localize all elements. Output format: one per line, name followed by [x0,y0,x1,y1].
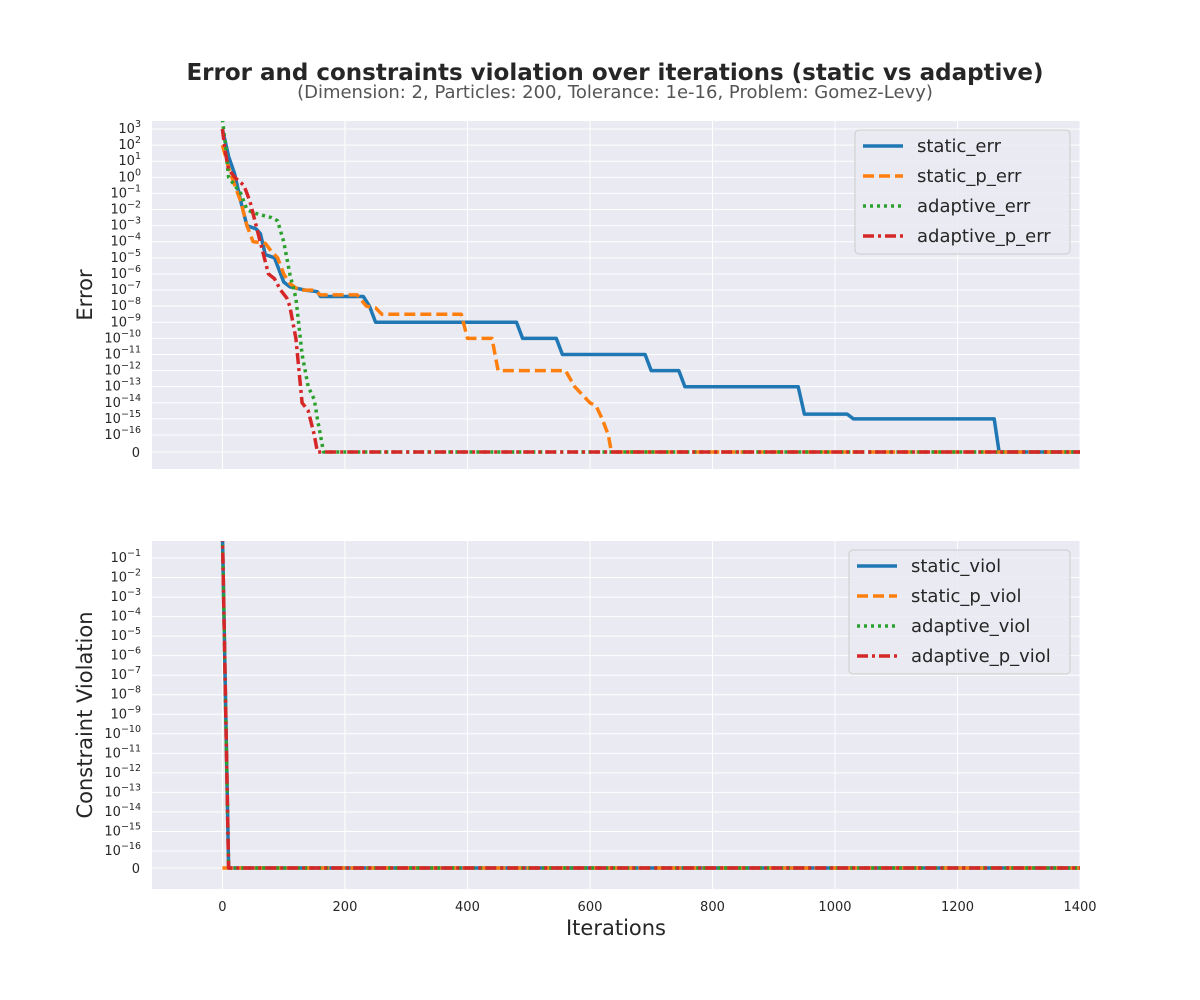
y-tick-label: 10−8 [110,296,141,314]
y-tick-label: 10−4 [110,232,141,250]
y-tick-label: 10−6 [110,646,141,664]
y-tick-label: 10−9 [110,312,141,330]
series-line-adaptive_p_viol [220,541,1080,870]
series-line-static_p_err [220,144,1080,454]
y-tick-label: 103 [118,119,141,137]
series-line-adaptive_p_err [220,128,1080,454]
violation-panel: 10−1 10−210−3 10−410−5 10−610−7 10−810−9 10−1… [73,541,1097,940]
y-tick-label: 10−5 [110,248,141,266]
x-tick-label: 1400 [1063,900,1096,915]
y-axis-label: Constraint Violation [73,611,97,818]
legend-label-adaptive_viol: adaptive_viol [911,616,1030,637]
y-tick-label: 10−7 [110,665,141,683]
legend-label-adaptive_err: adaptive_err [917,196,1031,217]
legend-box [848,549,1071,675]
x-tick-label: 1000 [818,900,851,915]
y-tick-label: 10−10 [104,328,141,346]
y-tick-label: 10−1 [110,183,141,201]
y-tick-label: 10−14 [104,802,141,820]
y-tick-label-zero: 0 [132,862,140,877]
y-tick-label: 10−15 [104,409,141,427]
series-line-adaptive_err [220,121,1080,454]
legend-box [854,129,1071,255]
y-tick-label: 10−1 [110,548,141,566]
series-line-static_err [220,128,1080,454]
legend-label-static_err: static_err [917,136,1002,157]
y-tick-label: 10−11 [104,743,141,761]
y-tick-label: 10−5 [110,626,141,644]
y-tick-label: 10−9 [110,704,141,722]
x-tick-label: 800 [700,900,725,915]
y-tick-label: 10−14 [104,393,141,411]
y-tick-label: 10−8 [110,685,141,703]
y-tick-label: 10−16 [104,841,141,859]
y-tick-label: 100 [118,167,141,185]
x-tick-label: 200 [333,900,358,915]
y-tick-label: 10−6 [110,264,141,282]
x-tick-label: 0 [218,900,226,915]
chart-title: Error and constraints violation over ite… [186,60,1043,86]
y-tick-label: 10−13 [104,782,141,800]
y-tick-label: 101 [118,151,141,169]
y-tick-label: 10−15 [104,821,141,839]
y-tick-label: 10−13 [104,377,141,395]
legend-label-static_viol: static_viol [911,556,1001,577]
error-panel: 10310210110010−110−210−310−410−510−610−7… [73,119,1081,469]
y-tick-label: 10−2 [110,568,141,586]
y-tick-label: 10−12 [104,361,141,379]
y-tick-label: 102 [118,135,141,153]
legend-label-adaptive_p_viol: adaptive_p_viol [911,646,1051,667]
chart-subtitle: (Dimension: 2, Particles: 200, Tolerance… [297,82,933,103]
y-tick-label: 10−11 [104,344,141,362]
x-tick-label: 400 [455,900,480,915]
y-tick-label: 10−4 [110,607,141,625]
y-axis-label: Error [73,269,97,321]
legend-label-static_p_viol: static_p_viol [911,586,1022,607]
y-tick-label: 10−2 [110,200,141,218]
y-tick-label: 10−10 [104,724,141,742]
legend-label-static_p_err: static_p_err [917,166,1022,187]
y-tick-label: 10−12 [104,763,141,781]
y-tick-label: 10−3 [110,587,141,605]
x-axis-label: Iterations [566,916,666,940]
x-tick-label: 1200 [941,900,974,915]
y-tick-label: 10−16 [104,425,141,443]
y-tick-label-zero: 0 [132,446,140,461]
x-tick-label: 600 [578,900,603,915]
y-tick-label: 10−3 [110,216,141,234]
y-tick-label: 10−7 [110,280,141,298]
legend-label-adaptive_p_err: adaptive_p_err [917,226,1051,247]
